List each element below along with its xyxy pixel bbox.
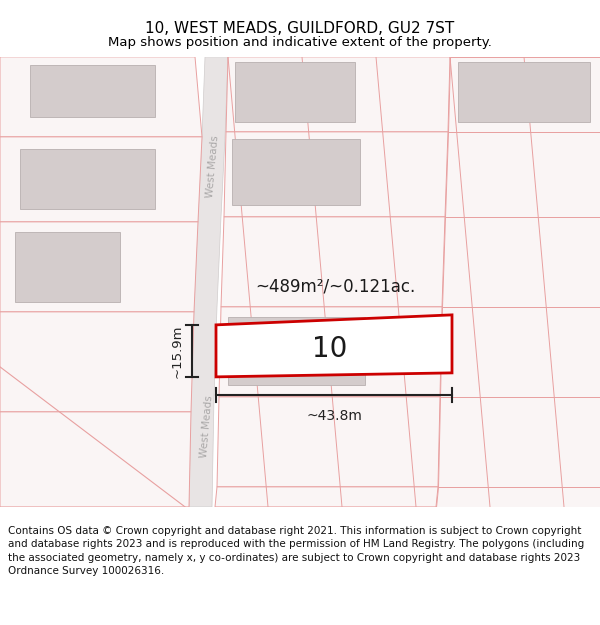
Text: ~15.9m: ~15.9m [171, 324, 184, 378]
Polygon shape [226, 57, 450, 132]
Polygon shape [0, 222, 198, 312]
Text: West Meads: West Meads [205, 135, 221, 199]
Polygon shape [30, 65, 155, 117]
Polygon shape [445, 132, 600, 217]
Polygon shape [217, 397, 440, 487]
Polygon shape [228, 317, 365, 385]
Polygon shape [215, 487, 438, 507]
Text: West Meads: West Meads [199, 395, 215, 459]
Polygon shape [20, 149, 155, 209]
Polygon shape [0, 137, 202, 222]
Polygon shape [189, 57, 228, 507]
Text: 10: 10 [313, 335, 347, 363]
Polygon shape [219, 307, 442, 397]
Polygon shape [224, 132, 448, 217]
Polygon shape [232, 139, 360, 205]
Polygon shape [0, 312, 194, 412]
Polygon shape [235, 62, 355, 122]
Polygon shape [0, 412, 191, 507]
Polygon shape [448, 57, 600, 132]
Polygon shape [15, 232, 120, 302]
Polygon shape [438, 397, 600, 487]
Text: ~489m²/~0.121ac.: ~489m²/~0.121ac. [255, 278, 415, 296]
Text: 10, WEST MEADS, GUILDFORD, GU2 7ST: 10, WEST MEADS, GUILDFORD, GU2 7ST [145, 21, 455, 36]
Polygon shape [221, 217, 445, 307]
Text: Map shows position and indicative extent of the property.: Map shows position and indicative extent… [108, 36, 492, 49]
Polygon shape [0, 57, 202, 137]
Polygon shape [216, 315, 452, 377]
Text: ~43.8m: ~43.8m [306, 409, 362, 423]
Polygon shape [440, 307, 600, 397]
Text: Contains OS data © Crown copyright and database right 2021. This information is : Contains OS data © Crown copyright and d… [8, 526, 584, 576]
Polygon shape [436, 487, 600, 507]
Polygon shape [442, 217, 600, 307]
Polygon shape [458, 62, 590, 122]
